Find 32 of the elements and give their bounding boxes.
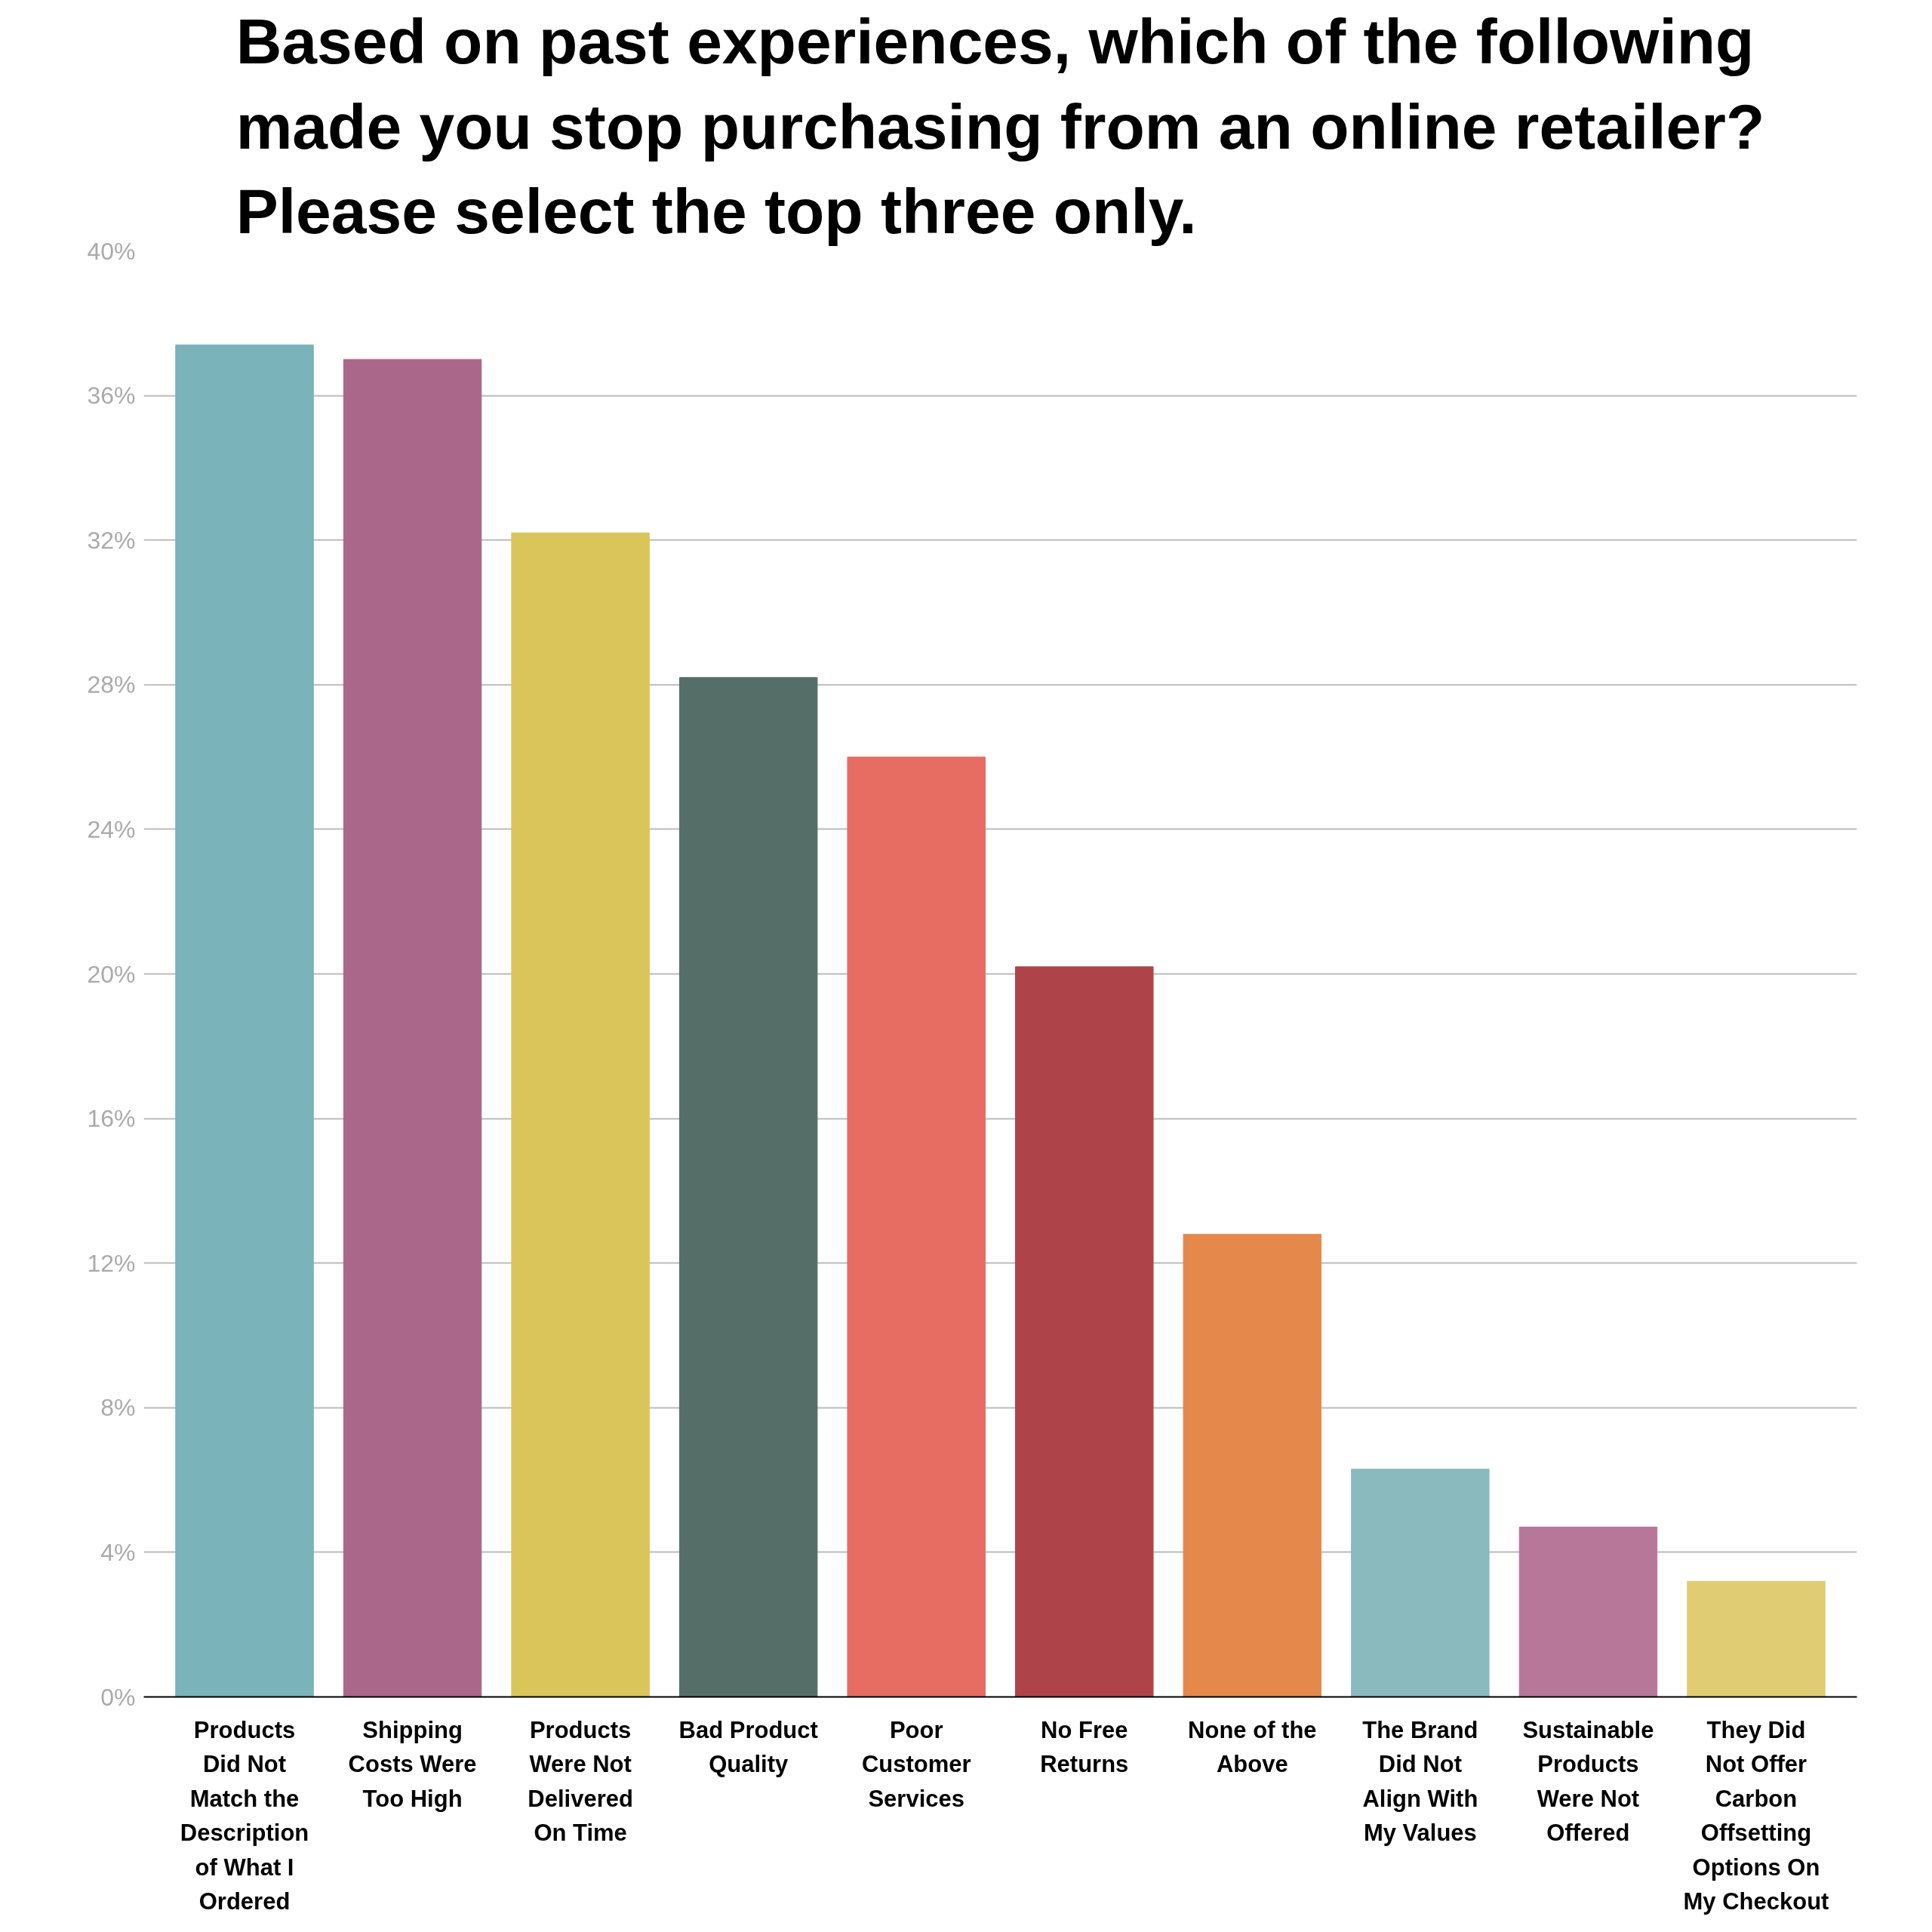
y-tick-label: 16% [87, 1105, 136, 1133]
bar [511, 532, 650, 1697]
bar [1351, 1469, 1490, 1697]
bar [343, 358, 482, 1697]
x-tick-label: Shipping Costs Were Too High [348, 1716, 477, 1812]
x-tick-label: Sustainable Products Were Not Offered [1522, 1716, 1654, 1846]
chart-title: Based on past experiences, which of the following made you stop purchasing from an online retailer? Please select the top three only. [235, 5, 1765, 248]
bar [847, 756, 986, 1697]
x-tick-label: No Free Returns [1040, 1716, 1129, 1777]
y-tick-label: 20% [87, 960, 136, 988]
x-tick-label: They Did Not Offer Carbon Offsetting Options On My Checkout [1683, 1716, 1829, 1915]
x-tick-label: Bad Product Quality [678, 1716, 818, 1777]
bar [1518, 1526, 1658, 1697]
x-tick-label: None of the Above [1188, 1716, 1317, 1777]
bar [1687, 1580, 1826, 1697]
x-tick-label: The Brand Did Not Align With My Values [1362, 1716, 1478, 1846]
y-tick-label: 8% [100, 1394, 136, 1422]
y-tick-label: 24% [87, 815, 136, 843]
y-tick-label: 0% [100, 1683, 136, 1711]
bar [1015, 966, 1154, 1697]
x-tick-label: Products Did Not Match the Description of What I Ordered [180, 1716, 309, 1915]
bar [678, 677, 818, 1697]
x-tick-label: Products Were Not Delivered On Time [528, 1716, 633, 1846]
y-tick-label: 12% [87, 1249, 136, 1277]
x-tick-label: Poor Customer Services [861, 1716, 971, 1812]
y-tick-label: 32% [87, 526, 136, 554]
y-tick-label: 4% [100, 1538, 136, 1566]
y-tick-label: 40% [87, 237, 136, 265]
bar [1183, 1233, 1322, 1697]
y-tick-label: 28% [87, 671, 136, 699]
y-tick-label: 36% [87, 382, 136, 410]
bar [175, 344, 314, 1697]
